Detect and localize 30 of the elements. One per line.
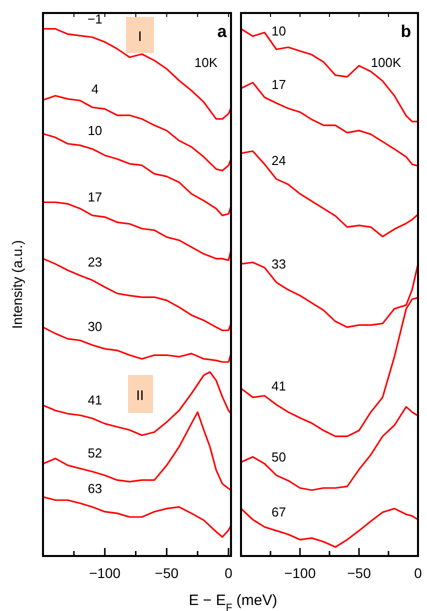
annotation: a (217, 22, 228, 41)
series-label: 10 (88, 123, 102, 138)
series-label: 67 (272, 504, 286, 520)
series-label: 17 (272, 77, 286, 92)
series-label: 41 (88, 392, 102, 408)
series-label: 33 (272, 256, 286, 272)
annotation: II (136, 387, 144, 403)
series-label: 30 (88, 319, 102, 334)
series-label: 10 (272, 23, 286, 38)
series-label: 63 (88, 480, 102, 496)
x-tick-label: −50 (154, 565, 179, 581)
x-tick-label: 0 (224, 565, 233, 581)
y-axis-title: Intensity (a.u.) (9, 240, 25, 329)
x-tick-label: −100 (284, 565, 316, 581)
series-label: 4 (91, 81, 99, 96)
x-axis-title: E − E$_{F}$ (meV) (188, 592, 278, 611)
series-label: −1 (88, 11, 102, 26)
x-tick-label: −50 (347, 565, 372, 581)
series-label: 41 (272, 378, 286, 394)
series-label: 17 (88, 189, 102, 204)
x-tick-label: −100 (89, 565, 121, 581)
annotation: I (138, 28, 142, 44)
series-label: 24 (272, 153, 286, 168)
series-label: 52 (88, 446, 102, 461)
series-label: 23 (88, 254, 102, 270)
series-label: 50 (272, 449, 286, 464)
annotation: 100K (370, 55, 402, 70)
annotation: b (400, 22, 412, 41)
x-tick-label: 0 (414, 565, 422, 581)
annotation: 10K (194, 55, 218, 70)
